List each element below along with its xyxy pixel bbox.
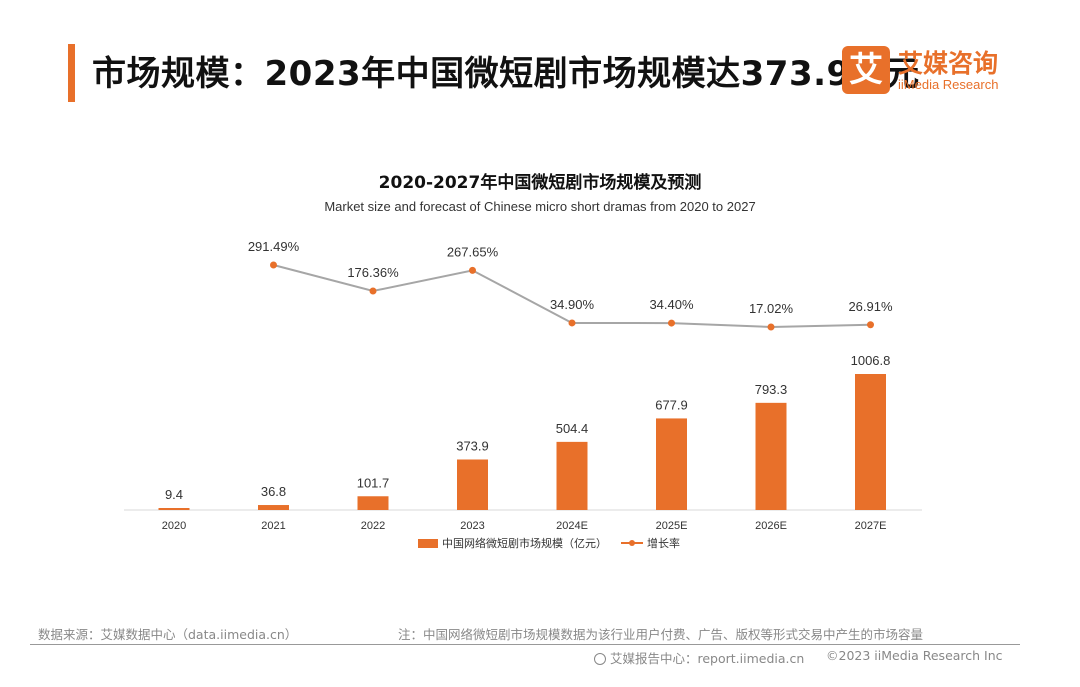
- data-note: 注：中国网络微短剧市场规模数据为该行业用户付费、广告、版权等形式交易中产生的市场…: [398, 627, 924, 642]
- bar-value-label: 793.3: [755, 382, 788, 397]
- logo-mark-icon: 艾: [842, 46, 890, 94]
- bar-value-label: 1006.8: [851, 353, 891, 368]
- legend-line-label: 增长率: [647, 537, 680, 550]
- bar-value-label: 9.4: [165, 487, 183, 502]
- x-tick-label: 2027E: [855, 520, 887, 532]
- growth-rate-label: 291.49%: [248, 239, 300, 254]
- bar-value-label: 36.8: [261, 484, 286, 499]
- report-center-text: 艾媒报告中心：report.iimedia.cn: [610, 651, 805, 666]
- bar-2027E: [855, 374, 886, 510]
- growth-rate-label: 34.40%: [649, 297, 694, 312]
- logo-english-name: iiMedia Research: [898, 77, 999, 92]
- growth-rate-point: [767, 323, 775, 331]
- report-center-link[interactable]: 艾媒报告中心：report.iimedia.cn: [594, 648, 804, 667]
- growth-rate-label: 267.65%: [447, 244, 499, 259]
- legend-line-swatch: [621, 540, 643, 546]
- footer-divider: [30, 644, 1020, 645]
- bar-value-label: 677.9: [655, 397, 688, 412]
- bar-2021: [258, 505, 289, 510]
- x-tick-label: 2024E: [556, 520, 588, 532]
- x-tick-label: 2023: [460, 520, 484, 532]
- growth-rate-point: [867, 321, 874, 329]
- bar-value-label: 504.4: [556, 421, 589, 436]
- logo-chinese-name: 艾媒咨询: [898, 49, 999, 78]
- growth-rate-label: 176.36%: [347, 265, 399, 280]
- growth-rate-point: [369, 287, 377, 295]
- bar-2022: [357, 496, 389, 510]
- x-tick-label: 2020: [162, 520, 186, 532]
- globe-icon: [594, 652, 606, 665]
- bar-2023: [457, 459, 488, 510]
- data-source: 数据来源：艾媒数据中心（data.iimedia.cn）: [38, 627, 298, 642]
- x-tick-label: 2022: [361, 520, 385, 532]
- growth-rate-point: [270, 261, 277, 269]
- bar-2020: [158, 508, 190, 510]
- growth-rate-point: [568, 319, 576, 327]
- chart-title: 2020-2027年中国微短剧市场规模及预测: [378, 173, 702, 193]
- iimedia-logo: 艾 艾媒咨询 iiMedia Research: [842, 46, 1022, 98]
- bar-value-label: 101.7: [357, 475, 390, 490]
- chart-subtitle: Market size and forecast of Chinese micr…: [324, 199, 756, 214]
- bar-2026E: [755, 402, 787, 510]
- page-title: 市场规模：2023年中国微短剧市场规模达373.9亿元: [92, 54, 920, 94]
- x-tick-label: 2026E: [755, 520, 787, 532]
- growth-rate-point: [469, 266, 476, 274]
- x-tick-label: 2025E: [656, 520, 688, 532]
- growth-rate-label: 34.90%: [550, 297, 595, 312]
- growth-rate-point: [668, 319, 675, 327]
- bar-2025E: [656, 418, 687, 510]
- x-tick-label: 2021: [261, 520, 285, 532]
- bar-value-label: 373.9: [456, 438, 489, 453]
- growth-rate-label: 17.02%: [749, 301, 794, 316]
- legend-bar-label: 中国网络微短剧市场规模（亿元）: [442, 537, 607, 550]
- growth-rate-label: 26.91%: [848, 299, 893, 314]
- legend-bar-swatch: [418, 538, 438, 548]
- copyright: ©2023 iiMedia Research Inc: [826, 648, 1003, 663]
- title-accent-bar: [68, 44, 75, 102]
- bar-2024E: [556, 441, 588, 510]
- chart-legend: 中国网络微短剧市场规模（亿元） 增长率: [418, 535, 680, 551]
